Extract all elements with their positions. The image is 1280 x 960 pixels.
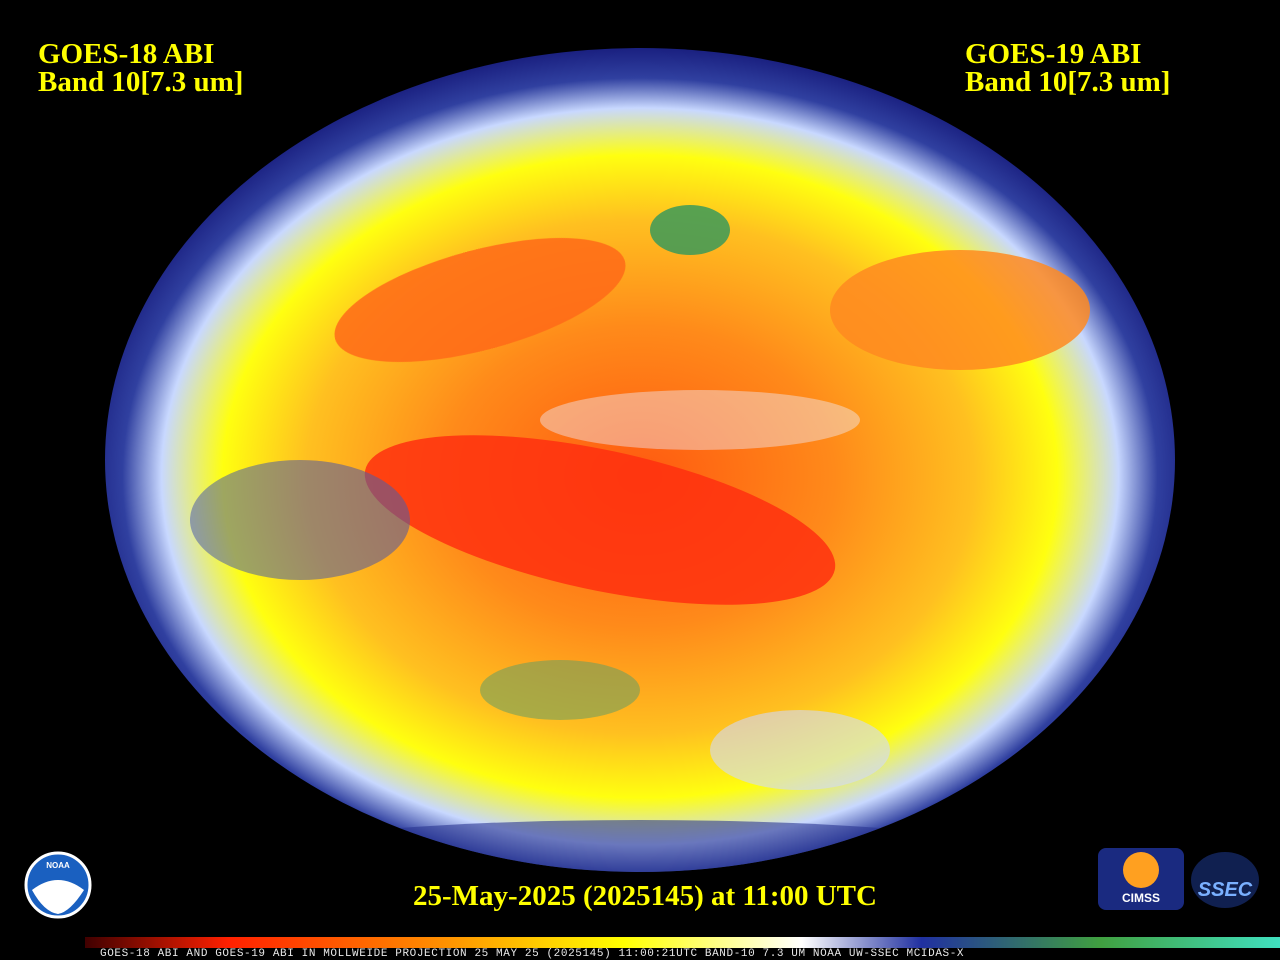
left-label: GOES-18 ABI <box>38 38 214 70</box>
caption: GOES-18 ABI AND GOES-19 ABI IN MOLLWEIDE… <box>100 948 964 960</box>
cimss-logo: CIMSS <box>1098 848 1184 910</box>
satellite-image <box>105 48 1175 872</box>
noaa-text: NOAA <box>46 861 70 870</box>
ssec-text: SSEC <box>1198 879 1253 901</box>
timestamp: 25-May-2025 (2025145) at 11:00 UTC <box>413 880 877 912</box>
noaa-logo: NOAA <box>24 851 92 919</box>
right-label: GOES-19 ABI <box>965 38 1141 70</box>
right-label: Band 10[7.3 um] <box>965 66 1170 98</box>
color-bar <box>85 937 1280 948</box>
ssec-logo: SSEC <box>1191 852 1259 908</box>
left-label: Band 10[7.3 um] <box>38 66 243 98</box>
cimss-text: CIMSS <box>1122 891 1160 905</box>
